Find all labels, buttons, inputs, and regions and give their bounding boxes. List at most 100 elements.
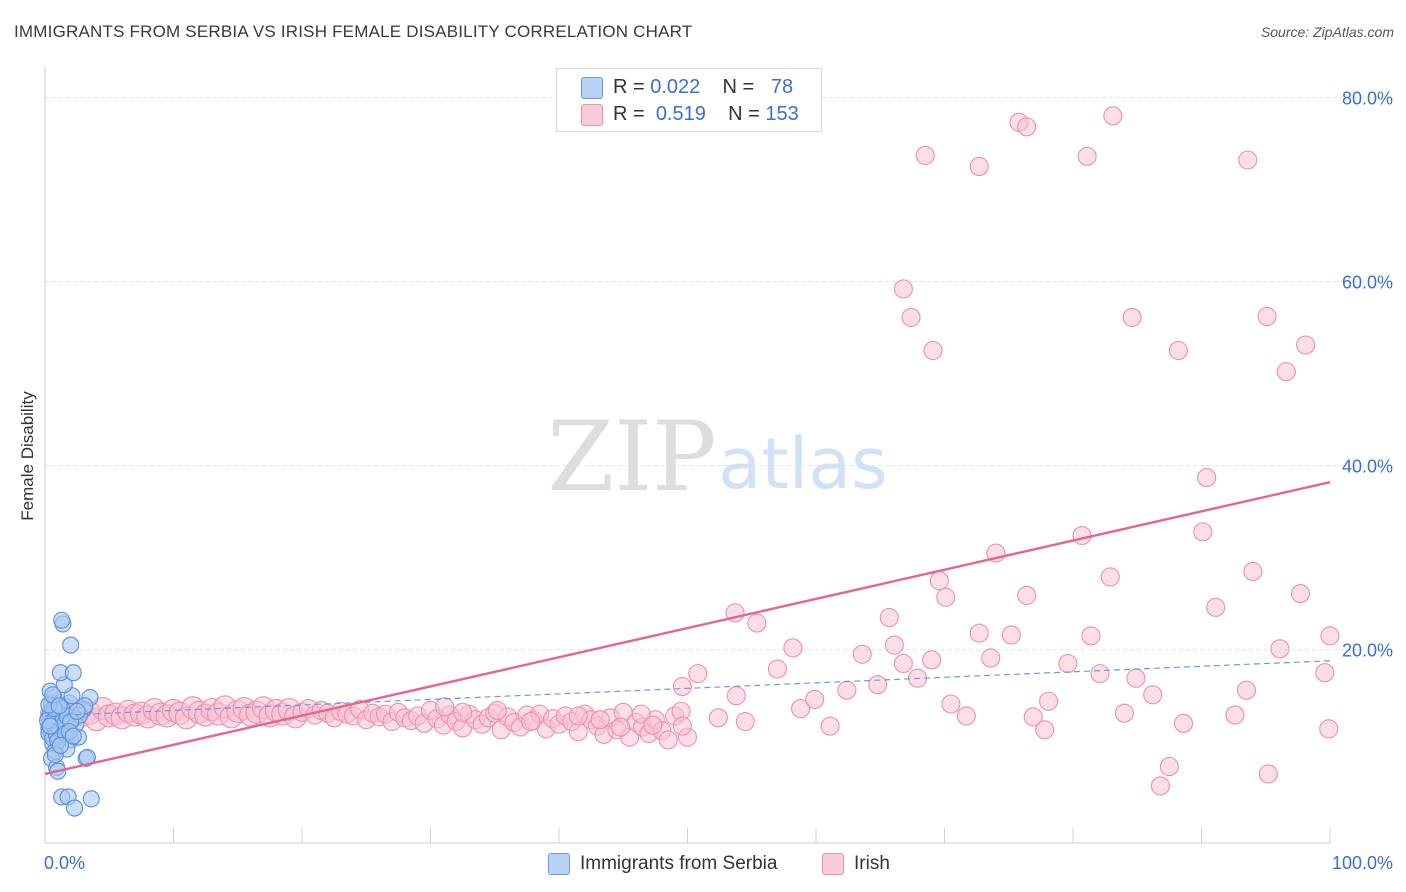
irish-point [1296, 335, 1316, 355]
irish-point [1090, 664, 1110, 684]
irish-n-value: 153 [765, 103, 799, 125]
irish-point [820, 716, 840, 736]
irish-point [893, 653, 913, 674]
serbia-n-label: N = [722, 76, 760, 98]
irish-point [487, 700, 507, 721]
irish-point [631, 704, 651, 724]
irish-point [1143, 685, 1163, 705]
irish-point [672, 676, 692, 697]
irish-point [672, 716, 692, 736]
correlation-legend: R = 0.022 N = 78 R = 0.519 N = 153 [556, 68, 822, 132]
irish-point [1276, 362, 1296, 382]
serbia-n-value: 78 [770, 76, 794, 98]
irish-point [688, 664, 708, 684]
irish-point [1320, 626, 1340, 646]
irish-point [981, 648, 1001, 668]
serbia-point [41, 717, 59, 735]
irish-point [805, 689, 825, 709]
irish-point [1035, 720, 1055, 740]
irish-point [893, 279, 913, 299]
y-tick-label-80: 80.0% [1342, 88, 1393, 108]
y-tick-label-40: 40.0% [1342, 457, 1393, 477]
irish-point [453, 702, 473, 722]
irish-point [1159, 757, 1179, 777]
irish-n-label: N = [728, 103, 766, 125]
irish-point [1100, 567, 1120, 587]
irish-point [643, 715, 663, 735]
irish-point [1058, 653, 1078, 674]
irish-r-value: 0.519 [655, 103, 706, 125]
y-tick-label-20: 20.0% [1342, 641, 1393, 661]
irish-point [1193, 522, 1213, 542]
watermark-zip: ZIP [547, 401, 716, 513]
irish-point [929, 571, 949, 591]
serbia-r-value: 0.022 [650, 76, 701, 98]
serbia-point [82, 790, 100, 808]
irish-point [901, 307, 921, 327]
irish-point [1122, 307, 1142, 327]
source-label: Source: ZipAtlas.com [1260, 24, 1394, 40]
irish-point [969, 156, 989, 176]
irish-r-label: R = [613, 103, 651, 125]
serbia-point [64, 727, 82, 745]
irish-point [658, 730, 678, 750]
irish-point [1236, 680, 1257, 700]
irish-point [936, 587, 956, 607]
irish-point [1243, 561, 1263, 582]
y-tick-label-60: 60.0% [1342, 273, 1393, 293]
irish-point [708, 708, 728, 728]
irish-trend-line [44, 481, 1331, 776]
serbia-point [50, 697, 68, 715]
irish-point [726, 686, 746, 706]
irish-point [1270, 639, 1290, 659]
trend-lines [44, 481, 1331, 776]
irish-point [941, 694, 961, 714]
irish-point [521, 711, 541, 732]
bottom-serbia-swatch [548, 853, 570, 875]
serbia-r-label: R = [613, 76, 651, 98]
bottom-serbia-label: Immigrants from Serbia [580, 853, 778, 874]
irish-point [1150, 776, 1170, 796]
irish-point [969, 623, 989, 643]
irish-point [1290, 583, 1310, 604]
irish-point [568, 706, 588, 726]
irish-point [852, 644, 872, 664]
irish-point [922, 650, 942, 670]
x-tick-label-0: 0.0% [44, 853, 85, 873]
irish-point [1114, 703, 1134, 723]
irish-point [915, 145, 935, 165]
irish-point [1077, 146, 1097, 166]
serbia-point [51, 736, 69, 754]
y-axis-label: Female Disability [18, 391, 37, 521]
irish-point [1039, 691, 1059, 711]
bottom-irish-label: Irish [854, 853, 890, 874]
serbia-point [53, 611, 71, 629]
irish-point [590, 710, 610, 730]
irish-point [611, 717, 631, 737]
irish-point [1126, 668, 1146, 688]
irish-swatch [581, 104, 603, 126]
irish-point [1319, 719, 1339, 739]
irish-point [1017, 585, 1037, 605]
irish-point [735, 711, 755, 732]
serbia-point [62, 636, 80, 654]
serbia-series [39, 611, 100, 817]
irish-point [868, 675, 888, 695]
serbia-point [68, 702, 86, 720]
chart-title: IMMIGRANTS FROM SERBIA VS IRISH FEMALE D… [14, 22, 693, 41]
irish-point [1103, 106, 1123, 126]
irish-point [1081, 626, 1101, 646]
irish-point [879, 607, 899, 628]
irish-point [1206, 597, 1226, 617]
x-tick-label-100: 100.0% [1332, 853, 1393, 873]
irish-point [1197, 468, 1217, 488]
irish-point [767, 659, 788, 679]
irish-point [1001, 625, 1021, 645]
bottom-irish-swatch [822, 853, 844, 875]
irish-point [1225, 705, 1245, 725]
tick-labels: 20.0% 40.0% 60.0% 80.0% 0.0% 100.0% [44, 88, 1393, 873]
irish-point [1258, 764, 1278, 784]
irish-point [747, 613, 767, 633]
irish-point [1017, 117, 1037, 137]
